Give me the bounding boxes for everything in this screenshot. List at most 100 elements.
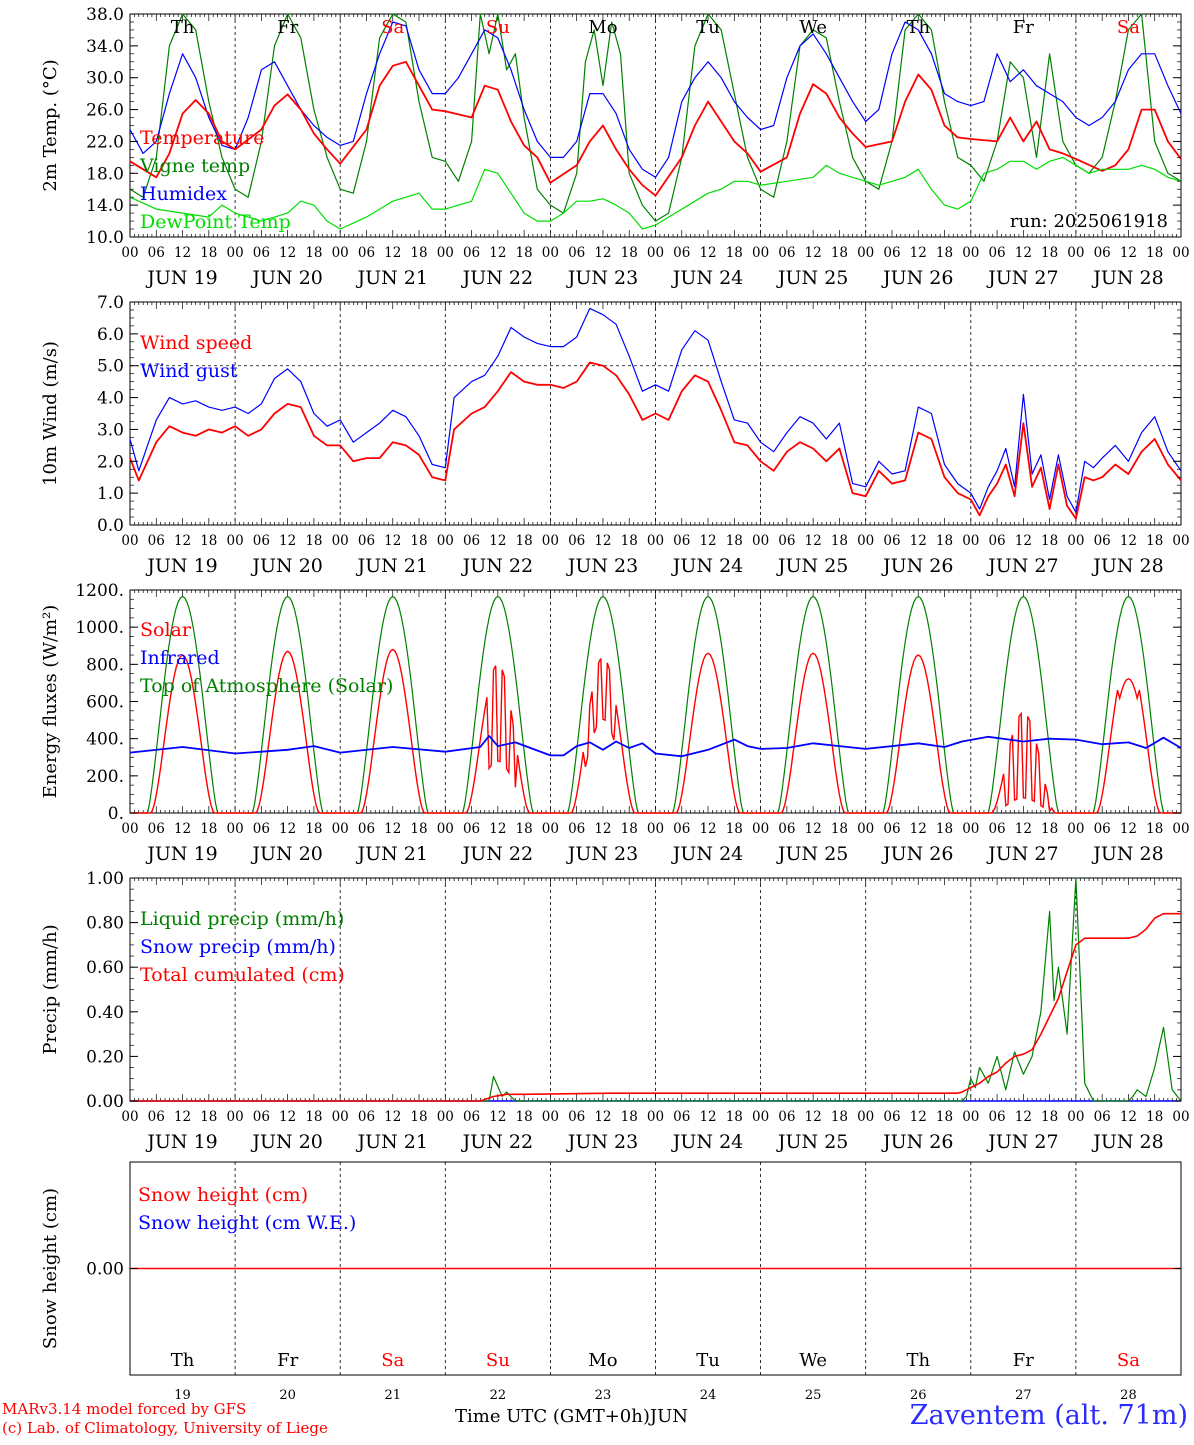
hour-tick-label: 00 — [227, 1109, 244, 1125]
y-tick-label: 1.0 — [97, 484, 124, 504]
hour-tick-label: 00 — [752, 533, 769, 549]
hour-tick-label: 00 — [962, 821, 979, 837]
hour-tick-label: 12 — [279, 1109, 296, 1125]
y-tick-label: 0.0 — [97, 516, 124, 536]
y-tick-label: 38.0 — [86, 5, 124, 25]
hour-tick-label: 12 — [279, 821, 296, 837]
hour-tick-label: 06 — [988, 821, 1005, 837]
hour-tick-label: 06 — [358, 533, 375, 549]
hour-tick-label: 12 — [594, 245, 611, 261]
hour-tick-label: 00 — [752, 245, 769, 261]
y-tick-label: 0.00 — [86, 1260, 124, 1280]
weekday-bottom-label: Fr — [1013, 1350, 1034, 1371]
hour-tick-label: 12 — [489, 821, 506, 837]
legend-snow-height-cm: Snow height (cm) — [138, 1184, 308, 1206]
day-date-label: JUN 27 — [986, 267, 1058, 289]
month-footer-label: JUN — [649, 1406, 689, 1427]
weekday-bottom-label: Th — [906, 1350, 930, 1371]
hour-tick-label: 06 — [673, 821, 690, 837]
hour-tick-label: 00 — [437, 533, 454, 549]
y-tick-label: 200. — [86, 767, 124, 787]
hour-tick-label: 00 — [121, 1109, 138, 1125]
hour-tick-label: 12 — [1015, 821, 1032, 837]
y-tick-label: 3.0 — [97, 420, 124, 440]
hour-tick-label: 00 — [1067, 821, 1084, 837]
hour-tick-label: 06 — [988, 245, 1005, 261]
hour-tick-label: 18 — [1146, 533, 1163, 549]
hour-tick-label: 06 — [883, 245, 900, 261]
hour-tick-label: 18 — [1146, 1109, 1163, 1125]
hour-tick-label: 12 — [805, 533, 822, 549]
y-tick-label: 1200. — [75, 581, 124, 601]
day-date-label: JUN 28 — [1091, 1131, 1163, 1153]
hour-tick-label: 00 — [857, 821, 874, 837]
y-tick-label: 6.0 — [97, 325, 124, 345]
hour-tick-label: 00 — [437, 245, 454, 261]
day-date-label: JUN 23 — [566, 267, 638, 289]
weekday-top-label: Th — [906, 17, 930, 38]
day-date-label: JUN 21 — [356, 1131, 428, 1153]
legend-humidex: Humidex — [140, 183, 227, 205]
hour-tick-label: 00 — [332, 533, 349, 549]
hour-tick-label: 06 — [358, 245, 375, 261]
model-credit: MARv3.14 model forced by GFS — [2, 1400, 247, 1418]
y-axis-title: Energy fluxes (W/m²) — [40, 605, 61, 799]
hour-tick-label: 18 — [936, 821, 953, 837]
weekday-top-label: Sa — [1117, 17, 1140, 38]
hour-tick-label: 12 — [1015, 1109, 1032, 1125]
y-tick-label: 0.00 — [86, 1092, 124, 1112]
hour-tick-label: 06 — [463, 533, 480, 549]
hour-tick-label: 18 — [200, 245, 217, 261]
day-date-label: JUN 26 — [881, 555, 953, 577]
hour-tick-label: 06 — [463, 821, 480, 837]
day-date-label: JUN 21 — [356, 843, 428, 865]
y-tick-label: 600. — [86, 693, 124, 713]
hour-tick-label: 12 — [1120, 1109, 1137, 1125]
hour-tick-label: 18 — [831, 821, 848, 837]
day-number-label: 21 — [384, 1388, 401, 1403]
y-tick-label: 1.00 — [86, 869, 124, 889]
total-cumulated-line — [130, 912, 1181, 1102]
hour-tick-label: 12 — [174, 821, 191, 837]
weekday-top-label: We — [799, 17, 827, 38]
dewpoint-line — [129, 156, 1182, 230]
weekday-bottom-label: Sa — [1117, 1350, 1140, 1371]
hour-tick-label: 06 — [253, 533, 270, 549]
hour-tick-label: 18 — [516, 821, 533, 837]
day-date-label: JUN 24 — [671, 267, 743, 289]
legend-wind-speed: Wind speed — [140, 332, 252, 354]
hour-tick-label: 12 — [594, 821, 611, 837]
hour-tick-label: 18 — [726, 533, 743, 549]
hour-tick-label: 00 — [1172, 245, 1189, 261]
hour-tick-label: 18 — [516, 533, 533, 549]
hour-tick-label: 18 — [936, 245, 953, 261]
hour-tick-label: 12 — [489, 245, 506, 261]
hour-tick-label: 18 — [726, 1109, 743, 1125]
hour-tick-label: 06 — [253, 245, 270, 261]
hour-tick-label: 18 — [200, 533, 217, 549]
day-date-label: JUN 19 — [145, 267, 217, 289]
hour-tick-label: 18 — [621, 821, 638, 837]
legend-vigne-temp: Vigne temp — [139, 155, 250, 177]
y-tick-label: 1000. — [75, 618, 124, 638]
day-date-label: JUN 21 — [356, 267, 428, 289]
day-date-label: JUN 24 — [671, 843, 743, 865]
y-tick-label: 30.0 — [86, 69, 124, 89]
y-tick-label: 2.0 — [97, 452, 124, 472]
hour-tick-label: 00 — [542, 1109, 559, 1125]
hour-tick-label: 18 — [305, 1109, 322, 1125]
hour-tick-label: 00 — [227, 245, 244, 261]
hour-tick-label: 12 — [384, 533, 401, 549]
day-date-label: JUN 27 — [986, 843, 1058, 865]
day-number-label: 28 — [1120, 1388, 1137, 1403]
hour-tick-label: 00 — [647, 821, 664, 837]
weekday-bottom-label: Tu — [696, 1350, 720, 1371]
legend-infrared: Infrared — [140, 647, 220, 669]
hour-tick-label: 12 — [174, 245, 191, 261]
weekday-top-label: Tu — [696, 17, 720, 38]
y-axis-title: Snow height (cm) — [40, 1188, 61, 1349]
hour-tick-label: 12 — [279, 245, 296, 261]
hour-tick-label: 00 — [332, 245, 349, 261]
hour-tick-label: 00 — [332, 1109, 349, 1125]
